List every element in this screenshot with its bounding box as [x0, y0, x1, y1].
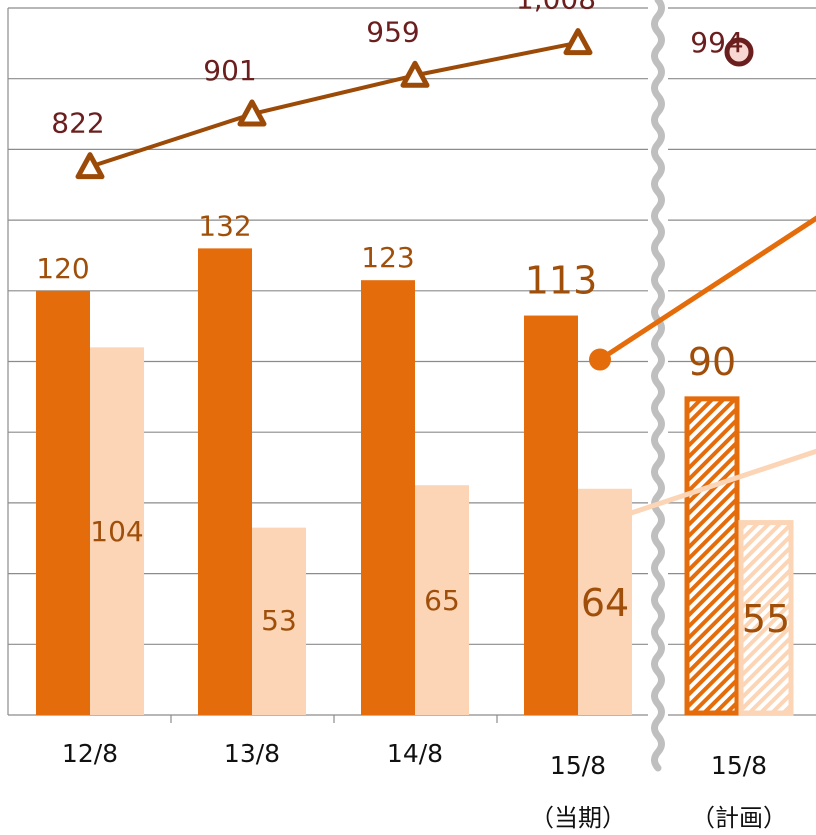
- bar-value-label: 132: [198, 209, 251, 242]
- x-tick-label: 12/8: [62, 739, 118, 768]
- line-value-label: 901: [203, 54, 256, 87]
- bar-value-label-secondary: 53: [261, 604, 297, 637]
- leader-line-sales: [598, 215, 816, 362]
- line-value-label: 1,008: [516, 0, 596, 16]
- x-tick-label: 15/8: [550, 751, 606, 780]
- bar-value-label: 120: [36, 252, 89, 285]
- x-tick-sublabel: （当期）: [530, 804, 626, 832]
- leader-dot-secondary: [609, 505, 631, 528]
- bar-value-label-secondary: 104: [90, 515, 143, 548]
- x-tick-label: 14/8: [387, 739, 443, 768]
- line-marker-triangle: [400, 60, 430, 88]
- bar-secondary: [90, 347, 144, 715]
- line-marker-triangle: [563, 28, 593, 56]
- line-value-label: 994: [690, 26, 743, 59]
- bar-secondary: [252, 527, 306, 715]
- x-tick-label: 13/8: [224, 739, 280, 768]
- bar-value-label-secondary: 64: [581, 581, 629, 625]
- line-marker-triangle: [75, 152, 105, 180]
- bar-sales: [361, 280, 415, 715]
- x-tick-label: 15/8: [711, 751, 767, 780]
- bar-value-label: 113: [525, 259, 598, 303]
- leader-lines: [589, 215, 816, 528]
- labels: 120 104 822 132 53 901 123 65 959 113 64 1,008 90 55 9…: [36, 0, 790, 832]
- bar-value-label: 90: [688, 340, 736, 384]
- line-value-label: 822: [51, 107, 104, 140]
- bar-plan-sales: [684, 396, 740, 716]
- line-path: [89, 40, 579, 169]
- leader-dot-sales: [589, 348, 611, 371]
- bar-value-label-secondary: 65: [424, 584, 460, 617]
- bar-secondary: [415, 485, 469, 715]
- line-series: [75, 28, 754, 180]
- axis-break: [648, 0, 668, 772]
- axis-break-wave: [651, 0, 665, 772]
- bar-plan-secondary: [738, 520, 794, 716]
- bar-value-label-secondary: 55: [742, 597, 790, 641]
- x-tick-sublabel: （計画）: [691, 804, 787, 832]
- bar-value-label: 123: [361, 241, 414, 274]
- bars: [36, 248, 794, 716]
- bar-sales: [198, 248, 252, 715]
- bar-sales: [36, 290, 90, 715]
- line-marker-triangle: [237, 99, 267, 127]
- line-marker-plan: [724, 37, 754, 67]
- line-value-label: 959: [366, 15, 419, 48]
- bar-sales: [524, 315, 578, 715]
- leader-line-secondary: [619, 448, 816, 520]
